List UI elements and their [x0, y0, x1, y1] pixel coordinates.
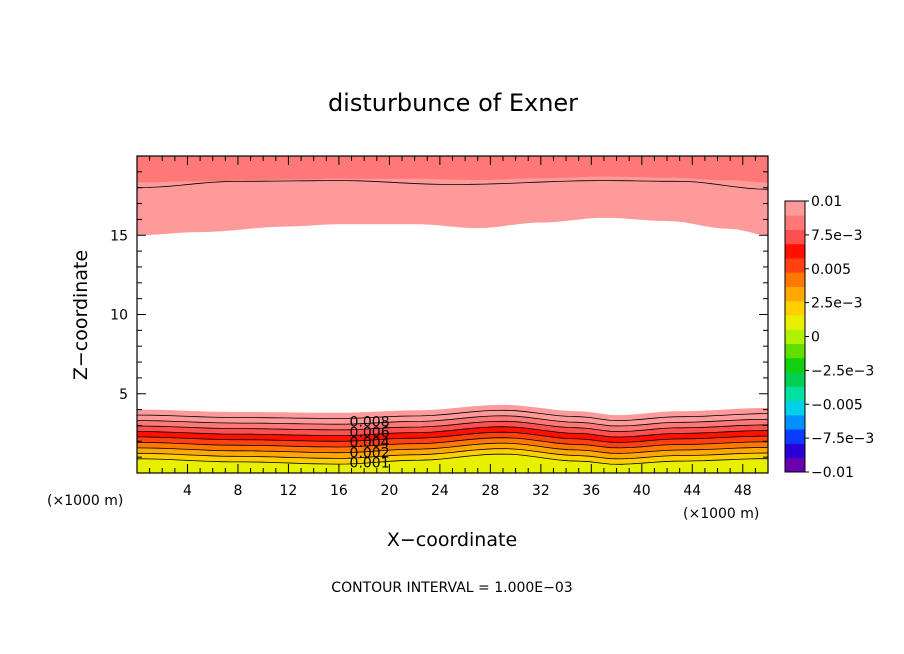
colorbar-label: −2.5e−3: [811, 363, 874, 379]
contour-label: 0.008: [350, 414, 390, 430]
contour-band-bottom: [137, 421, 768, 437]
colorbar-swatch: [785, 457, 805, 473]
colorbar-swatch: [785, 414, 805, 430]
colorbar-swatch: [785, 329, 805, 345]
chart-title: disturbunce of Exner: [328, 89, 578, 117]
contour-line-bottom: [136, 437, 769, 449]
contour-label: 0.002: [350, 445, 390, 461]
colorbar-swatch: [785, 443, 805, 459]
colorbar-swatch: [785, 372, 805, 387]
x-tick-label: 8: [233, 483, 242, 499]
contour-band-top: [137, 156, 768, 183]
colorbar-swatch: [785, 201, 805, 216]
colorbar-label: −0.005: [811, 397, 863, 413]
contour-interval-note: CONTOUR INTERVAL = 1.000E−03: [331, 580, 572, 596]
colorbar-swatch: [785, 400, 805, 416]
x-tick-label: 36: [582, 483, 600, 499]
x-tick-label: 20: [380, 483, 398, 499]
contour-label: 0.001: [350, 456, 390, 472]
y-tick-label: 10: [110, 308, 128, 324]
colorbar-swatch: [785, 286, 805, 302]
x-tick-label: 32: [532, 483, 550, 499]
colorbar-label: 0: [811, 330, 820, 346]
contour-band-bottom: [137, 443, 768, 459]
x-tick-label: 48: [734, 483, 752, 499]
colorbar-label: −7.5e−3: [811, 431, 874, 447]
colorbar-swatch: [785, 300, 805, 316]
contour-band-bottom: [137, 410, 768, 426]
colorbar-swatch: [785, 343, 805, 359]
y-tick-label: 5: [119, 387, 128, 403]
contour-label: 0.006: [350, 425, 390, 441]
colorbar-label: 0.005: [811, 262, 851, 278]
x-tick-label: 24: [431, 483, 449, 499]
colorbar-swatch: [785, 258, 805, 273]
x-tick-label: 16: [330, 483, 348, 499]
contour-band-bottom: [137, 437, 768, 454]
contour-line-bottom: [136, 453, 768, 465]
contour-line-bottom: [136, 448, 769, 460]
x-unit-left: (×1000 m): [47, 493, 123, 509]
y-tick-label: 15: [110, 228, 128, 244]
contour-band-bottom: [137, 415, 768, 432]
colorbar-label: −0.01: [811, 465, 854, 481]
contour-lines: [136, 180, 769, 465]
colorbar-swatch: [785, 315, 805, 330]
contour-line-bottom: [136, 420, 769, 432]
contour-band-bottom: [137, 426, 768, 443]
contour-line-bottom: [136, 431, 769, 443]
x-tick-label: 4: [183, 483, 192, 499]
x-tick-label: 40: [633, 483, 651, 499]
contour-fills: [137, 156, 768, 473]
contour-band-bottom: [137, 404, 768, 421]
x-tick-label: 12: [280, 483, 298, 499]
colorbar-swatch: [785, 357, 805, 373]
colorbar-swatch: [785, 215, 805, 230]
contour-band-bottom: [137, 432, 768, 448]
colorbar-swatch: [785, 386, 805, 402]
contour-line-bottom: [137, 409, 769, 422]
x-axis-label: X−coordinate: [387, 529, 517, 551]
colorbar: 0.01 7.5e−3 0.005 2.5e−3 0 −2.5e−3 −0.005 −7.5e…: [784, 194, 874, 481]
contour-band-bottom: [137, 454, 768, 473]
colorbar-swatch: [785, 429, 805, 444]
y-axis-label: Z−coordinate: [70, 250, 92, 380]
x-unit-right: (×1000 m): [683, 506, 759, 522]
contour-line-bottom: [136, 442, 769, 454]
contour-label: 0.004: [350, 435, 390, 451]
colorbar-label: 2.5e−3: [811, 296, 863, 312]
contour-line-bottom: [136, 415, 769, 427]
x-tick-label: 44: [683, 483, 701, 499]
colorbar-swatch: [785, 229, 805, 245]
colorbar-swatch: [785, 243, 805, 259]
colorbar-label: 0.01: [811, 194, 842, 210]
contour-line-bottom: [137, 426, 769, 438]
contour-band-bottom: [137, 448, 768, 465]
x-tick-label: 28: [481, 483, 499, 499]
colorbar-label: 7.5e−3: [811, 228, 863, 244]
contour-line-top: [136, 180, 769, 190]
colorbar-swatch: [785, 272, 805, 287]
